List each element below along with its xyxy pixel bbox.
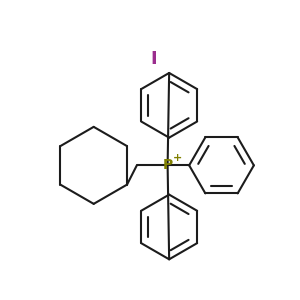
Text: P: P xyxy=(163,158,173,172)
Text: +: + xyxy=(173,153,182,163)
Text: I: I xyxy=(150,50,157,68)
